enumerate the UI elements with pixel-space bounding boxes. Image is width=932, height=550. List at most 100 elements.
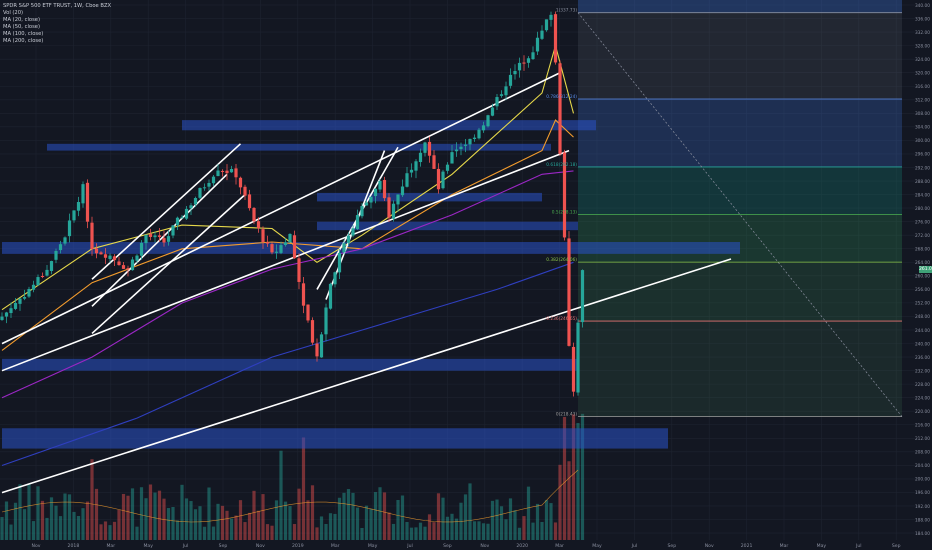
volume-bar — [504, 519, 508, 540]
y-tick-label: 320.00 — [915, 71, 930, 77]
volume-bar — [306, 500, 310, 540]
volume-bar — [9, 524, 13, 540]
candle-body — [468, 138, 472, 145]
candle-body — [162, 238, 166, 243]
candle-body — [139, 242, 144, 256]
candle-body — [306, 304, 310, 321]
candle-body — [481, 125, 486, 131]
fibonacci-labels: 1(337.73) 0.786(312.24) 0.618(292.18) 0.5(2… — [546, 8, 577, 418]
y-tick-label: 224.00 — [915, 395, 930, 401]
candle-body — [580, 270, 585, 323]
candle-body — [58, 244, 63, 251]
candle-body — [198, 188, 202, 198]
zone-rect — [2, 428, 668, 449]
volume-bar — [198, 506, 202, 540]
candle-body — [441, 171, 445, 189]
legend-indicator-ma100[interactable]: MA (100, close) — [3, 31, 44, 37]
x-tick-label: Jul — [182, 543, 189, 549]
volume-bar — [292, 524, 297, 540]
volume-bar — [270, 525, 274, 540]
x-tick-label: Mar — [331, 543, 340, 549]
volume-bar — [382, 492, 387, 540]
candle-body — [144, 235, 148, 244]
candle-body — [360, 206, 364, 217]
candle-body — [153, 235, 157, 238]
volume-bar — [405, 521, 409, 540]
candle-body — [76, 202, 81, 211]
volume-bar — [436, 493, 441, 540]
candle-body — [472, 137, 477, 140]
volume-bar — [117, 509, 121, 540]
legend-indicator-ma20[interactable]: MA (20, close) — [3, 17, 40, 23]
candle-body — [256, 221, 261, 229]
candle-body — [540, 30, 544, 39]
volume-bar — [256, 510, 261, 540]
x-tick-label: Nov — [480, 543, 489, 549]
candle-body — [81, 184, 85, 204]
volume-bar — [13, 502, 18, 540]
trend-line — [1, 258, 732, 494]
candle-body — [463, 144, 468, 146]
candle-body — [126, 268, 130, 270]
candle-body — [175, 217, 180, 225]
candle-body — [526, 58, 531, 63]
volume-bar — [49, 497, 54, 540]
volume-bar — [175, 520, 180, 540]
volume-bar — [103, 521, 108, 540]
candle-body — [117, 261, 121, 266]
volume-bar — [72, 511, 76, 540]
candle-body — [85, 182, 90, 222]
y-tick-label: 208.00 — [915, 450, 930, 456]
candle-body — [562, 152, 567, 238]
volume-bar — [414, 527, 418, 540]
y-tick-label: 324.00 — [915, 57, 930, 63]
candle-body — [225, 170, 229, 174]
zone-rect — [47, 143, 551, 151]
volume-bar — [36, 486, 40, 540]
volume-bar — [409, 527, 414, 540]
candle-body — [423, 142, 427, 153]
candle-body — [328, 283, 333, 309]
y-tick-label: 256.00 — [915, 287, 930, 293]
candle-body — [130, 259, 135, 271]
volume-bar — [229, 518, 234, 540]
volume-bar — [477, 521, 481, 540]
volume-bar — [225, 510, 229, 540]
legend-indicator-ma50[interactable]: MA (50, close) — [3, 24, 40, 30]
volume-bar — [90, 459, 94, 540]
volume-bar — [324, 523, 328, 540]
candle-body — [72, 210, 76, 221]
volume-bar — [463, 494, 468, 540]
legend-indicator-ma200[interactable]: MA (200, close) — [3, 38, 44, 44]
volume-bar — [297, 488, 301, 540]
y-tick-label: 268.00 — [915, 247, 930, 253]
volume-bar — [346, 489, 351, 540]
volume-bar — [432, 522, 436, 540]
volume-bar — [562, 416, 567, 540]
candle-body — [346, 235, 351, 243]
volume-bar — [166, 508, 171, 540]
y-tick-label: 228.00 — [915, 382, 930, 388]
y-tick-label: 328.00 — [915, 43, 930, 49]
x-tick-label: May — [143, 543, 153, 549]
volume-bar — [364, 505, 369, 540]
legend-indicator-volume[interactable]: Vol (20) — [3, 10, 24, 16]
y-tick-label: 272.00 — [915, 233, 930, 239]
trend-line — [1, 149, 570, 372]
candle-body — [513, 70, 517, 75]
candle-body — [558, 63, 562, 154]
volume-bar — [571, 414, 576, 540]
candle-body — [252, 207, 256, 222]
zone-rect — [2, 358, 578, 371]
volume-bar — [135, 526, 139, 540]
volume-bar — [108, 525, 112, 540]
fib-band — [578, 166, 902, 215]
candle-body — [373, 188, 378, 197]
y-tick-label: 212.00 — [915, 436, 930, 442]
volume-bar — [351, 492, 355, 540]
candle-body — [243, 186, 247, 196]
candle-body — [202, 187, 207, 189]
volume-bar — [558, 464, 562, 540]
candle-body — [567, 238, 571, 346]
